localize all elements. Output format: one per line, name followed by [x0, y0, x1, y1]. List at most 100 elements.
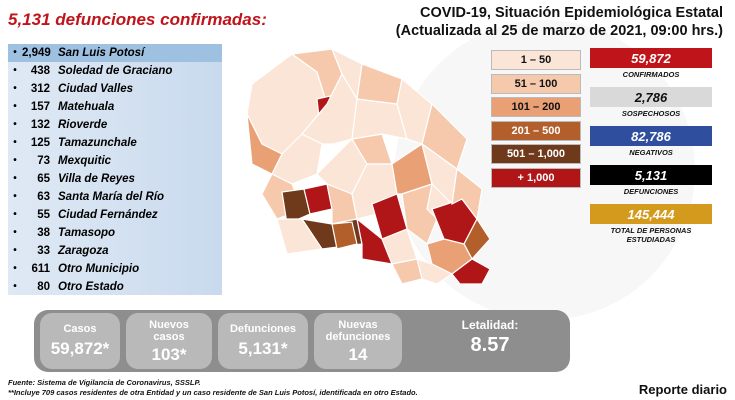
- municipality-row: • 312 Ciudad Valles: [8, 79, 222, 98]
- note-text: **Incluye 709 casos residentes de otra E…: [8, 388, 418, 397]
- bullet-icon: •: [13, 155, 17, 167]
- map-region: [356, 63, 403, 105]
- bullet-icon: •: [13, 119, 17, 131]
- municipality-name: Soledad de Graciano: [58, 64, 173, 77]
- stat-label: DEFUNCIONES: [623, 187, 679, 196]
- map-region: [396, 77, 433, 145]
- nuevas-defunciones-card: Nuevas defunciones 14: [314, 313, 402, 369]
- casos-label: Casos: [63, 323, 97, 335]
- bullet-icon: •: [13, 65, 17, 77]
- municipality-name: Otro Estado: [58, 280, 124, 293]
- municipality-row: • 38 Tamasopo: [8, 223, 222, 242]
- municipality-name: Tamazunchale: [58, 136, 137, 149]
- municipality-name: Villa de Reyes: [58, 172, 135, 185]
- stat-value: 82,786: [590, 126, 712, 146]
- legend-item: 101 – 200: [491, 97, 581, 117]
- legend-item: 51 – 100: [491, 73, 581, 94]
- title-line-2: (Actualizada al 25 de marzo de 2021, 09:…: [395, 23, 723, 39]
- map-region: [331, 221, 358, 250]
- municipality-deaths: 38: [37, 226, 50, 239]
- municipality-deaths: 80: [37, 280, 50, 293]
- municipality-row: • 55 Ciudad Fernández: [8, 205, 222, 224]
- bullet-icon: •: [13, 101, 17, 113]
- map-region: [391, 258, 423, 285]
- legend-item: + 1,000: [491, 167, 581, 188]
- bullet-icon: •: [13, 173, 17, 185]
- map-region: [276, 218, 324, 255]
- municipality-name: Mexquitic: [58, 154, 112, 167]
- municipality-row: • 63 Santa María del Río: [8, 187, 222, 206]
- bullet-icon: •: [13, 263, 17, 275]
- municipality-row: • 73 Mexquitic: [8, 151, 222, 170]
- deaths-headline: 5,131 defunciones confirmadas:: [8, 10, 267, 29]
- bullet-icon: •: [13, 227, 17, 239]
- municipality-deaths: 312: [30, 82, 50, 95]
- bullet-icon: •: [13, 281, 17, 293]
- municipality-row: • 80 Otro Estado: [8, 277, 222, 296]
- municipality-row: • 438 Soledad de Graciano: [8, 61, 222, 80]
- stat-block: 82,786 NEGATIVOS: [590, 126, 712, 157]
- page-title: COVID-19, Situación Epidemiológica Estat…: [396, 4, 723, 40]
- stat-label: NEGATIVOS: [629, 148, 673, 157]
- municipality-row: • 33 Zaragoza: [8, 241, 222, 260]
- map-legend: 1 – 50 51 – 100 101 – 200 201 – 500 501 – 1,…: [491, 50, 581, 191]
- title-line-1: COVID-19, Situación Epidemiológica Estat…: [420, 5, 723, 21]
- footer-source: Fuente: Sistema de Vigilancia de Coronav…: [8, 378, 418, 398]
- nuevos-casos-value: 103*: [151, 345, 187, 364]
- bullet-icon: •: [13, 209, 17, 221]
- stats-panel: 59,872 CONFIRMADOS 2,786 SOSPECHOSOS 82,786 N…: [590, 48, 712, 252]
- legend-item: 1 – 50: [491, 50, 581, 70]
- municipality-deaths: 65: [37, 172, 50, 185]
- stat-label: TOTAL DE PERSONAS ESTUDIADAS: [610, 226, 692, 244]
- municipality-deaths: 132: [30, 118, 50, 131]
- municipality-name: Ciudad Fernández: [58, 208, 158, 221]
- stat-value: 5,131: [590, 165, 712, 185]
- municipality-deaths: 157: [30, 100, 50, 113]
- municipality-name: Ciudad Valles: [58, 82, 133, 95]
- municipality-list: • 2,949 San Luis Potosí • 438 Soledad de Grac…: [8, 44, 222, 296]
- municipality-name: Otro Municipio: [58, 262, 140, 275]
- municipality-row: • 65 Villa de Reyes: [8, 169, 222, 188]
- municipality-deaths: 55: [37, 208, 50, 221]
- stat-value: 2,786: [590, 87, 712, 107]
- legend-item: 201 – 500: [491, 120, 581, 141]
- casos-value: 59,872*: [50, 339, 110, 358]
- municipality-name: Matehuala: [58, 100, 115, 113]
- map-region: [356, 217, 393, 265]
- municipality-deaths: 438: [30, 64, 50, 77]
- letalidad-label: Letalidad:: [461, 318, 519, 332]
- bullet-icon: •: [13, 47, 17, 59]
- stat-label: SOSPECHOSOS: [621, 109, 681, 118]
- map-region: [451, 167, 483, 221]
- municipality-row: • 611 Otro Municipio: [8, 259, 222, 278]
- nuevas-defunciones-value: 14: [348, 345, 368, 364]
- municipality-name: Rioverde: [58, 118, 108, 131]
- stat-value: 145,444: [590, 204, 712, 224]
- municipality-deaths: 63: [37, 190, 50, 203]
- defunciones-value: 5,131*: [238, 339, 288, 358]
- municipality-name: Tamasopo: [58, 226, 116, 239]
- municipality-deaths: 33: [37, 244, 50, 257]
- state-map: [246, 47, 491, 285]
- source-text: Fuente: Sistema de Vigilancia de Coronav…: [8, 378, 201, 387]
- defunciones-label: Defunciones: [229, 323, 296, 335]
- letalidad-block: Letalidad: 8.57: [420, 318, 560, 357]
- municipality-deaths: 73: [37, 154, 50, 167]
- municipality-name: San Luis Potosí: [58, 46, 145, 59]
- municipality-name: Santa María del Río: [58, 190, 165, 203]
- nuevos-casos-card: Nuevos casos 103*: [126, 313, 212, 369]
- municipality-row: • 2,949 San Luis Potosí: [8, 44, 222, 62]
- nuevas-defunciones-label: Nuevas defunciones: [325, 319, 391, 343]
- stat-block: 59,872 CONFIRMADOS: [590, 48, 712, 79]
- bullet-icon: •: [13, 245, 17, 257]
- legend-item: 501 – 1,000: [491, 144, 581, 164]
- map-region: [451, 258, 491, 285]
- municipality-row: • 157 Matehuala: [8, 97, 222, 116]
- bullet-icon: •: [13, 137, 17, 149]
- municipality-deaths: 611: [31, 262, 50, 275]
- municipality-deaths: 2,949: [22, 46, 51, 59]
- defunciones-card: Defunciones 5,131*: [218, 313, 308, 369]
- nuevos-casos-label: Nuevos casos: [149, 319, 189, 343]
- municipality-name: Zaragoza: [58, 244, 109, 257]
- stat-block: 145,444 TOTAL DE PERSONAS ESTUDIADAS: [590, 204, 712, 244]
